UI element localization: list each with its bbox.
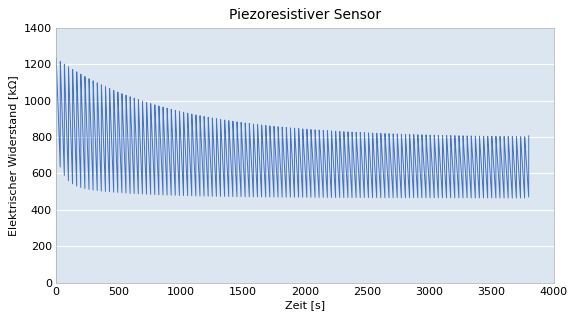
X-axis label: Zeit [s]: Zeit [s] (285, 300, 325, 310)
Y-axis label: Elektrischer Widerstand [kΩ]: Elektrischer Widerstand [kΩ] (8, 75, 18, 236)
Title: Piezoresistiver Sensor: Piezoresistiver Sensor (229, 8, 381, 22)
